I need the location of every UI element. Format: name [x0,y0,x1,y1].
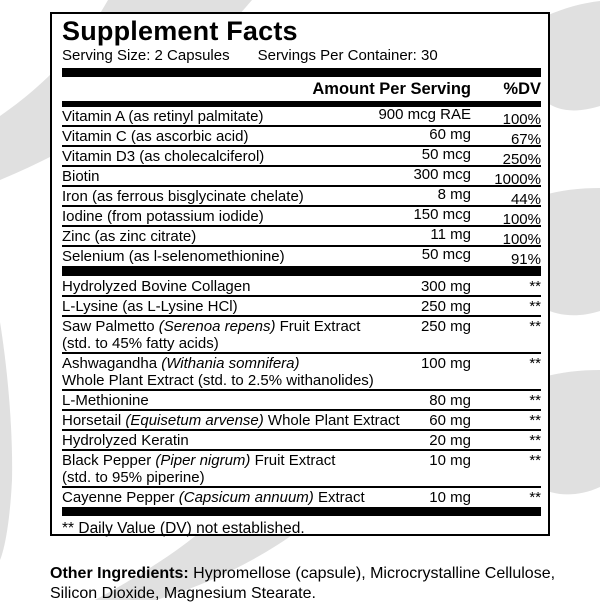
ingredient-name: Biotin [62,168,100,185]
divider-thick-top [62,68,541,77]
ingredient-dv: ** [529,298,541,315]
ingredient-amount: 60 mg [429,126,471,143]
ingredient-dv: 100% [502,111,541,128]
ingredient-amount: 11 mg [430,226,471,243]
facts-section-1: Vitamin A (as retinyl palmitate) 900 mcg … [62,106,541,268]
ingredient-amount: 50 mcg [421,146,471,163]
ingredient-row: Vitamin D3 (as cholecalciferol) 50 mcg 250… [62,146,541,168]
ingredient-dv: 250% [502,151,541,168]
ingredient-row: L-Lysine (as L-Lysine HCl) 250 mg ** [62,297,541,317]
ingredient-name: Vitamin A (as retinyl palmitate) [62,108,264,125]
ingredient-row: Saw Palmetto (Serenoa repens) Fruit Extr… [62,317,541,354]
ingredient-name: Selenium (as l-selenomethionine) [62,248,285,265]
serving-info: Serving Size: 2 Capsules Servings Per Co… [62,46,541,65]
ingredient-row: Cayenne Pepper (Capsicum annuum) Extract… [62,488,541,506]
ingredient-dv: ** [529,392,541,409]
ingredient-name: Saw Palmetto (Serenoa repens) Fruit Extr… [62,318,361,335]
column-headers: Amount Per Serving %DV [62,77,541,101]
ingredient-amount: 20 mg [429,432,471,449]
ingredient-amount: 8 mg [437,186,471,203]
ingredient-row: Iron (as ferrous bisglycinate chelate) 8 … [62,186,541,208]
ingredient-dv: ** [529,412,541,429]
ingredient-dv: ** [529,432,541,449]
divider-thick-bottom [62,507,541,516]
ingredient-amount: 50 mcg [421,246,471,263]
panel-title: Supplement Facts [62,16,298,46]
ingredient-dv: ** [529,278,541,295]
amount-column-header: Amount Per Serving [312,80,471,98]
ingredient-row: Vitamin A (as retinyl palmitate) 900 mcg … [62,106,541,128]
ingredient-name: Ashwagandha (Withania somnifera) [62,355,300,372]
ingredient-name: Cayenne Pepper (Capsicum annuum) Extract [62,489,365,506]
ingredient-dv: ** [529,452,541,469]
ingredient-dv: 1000% [494,171,541,188]
ingredient-amount: 300 mcg [413,166,471,183]
ingredient-dv: ** [529,489,541,506]
servings-per-container: Servings Per Container: 30 [257,47,438,64]
ingredient-name: Zinc (as zinc citrate) [62,228,197,245]
divider-thick-under-header [62,101,541,107]
ingredient-row: Zinc (as zinc citrate) 11 mg 100% [62,226,541,248]
facts-section-2: Hydrolyzed Bovine Collagen 300 mg ** L-Lysi… [62,277,541,506]
ingredient-name: L-Lysine (as L-Lysine HCl) [62,298,238,315]
ingredient-dv: 91% [510,251,541,268]
ingredient-amount: 150 mcg [413,206,471,223]
other-ingredients-text: Hypromellose (capsule), Microcrystalline… [50,565,556,602]
ingredient-dv: 44% [510,191,541,208]
ingredient-row: L-Methionine 80 mg ** [62,391,541,411]
other-ingredients: Other Ingredients: Hypromellose (capsule… [50,564,565,603]
ingredient-amount: 10 mg [429,452,471,469]
ingredient-row: Iodine (from potassium iodide) 150 mcg 100… [62,206,541,228]
ingredient-amount: 900 mcg RAE [378,106,471,123]
ingredient-amount: 60 mg [429,412,471,429]
ingredient-row: Horsetail (Equisetum arvense) Whole Plan… [62,411,541,431]
ingredient-dv: ** [529,355,541,372]
ingredient-row: Hydrolyzed Keratin 20 mg ** [62,431,541,451]
ingredient-dv: 100% [502,211,541,228]
ingredient-row: Biotin 300 mcg 1000% [62,166,541,188]
ingredient-name: Vitamin C (as ascorbic acid) [62,128,249,145]
ingredient-amount: 300 mg [420,278,471,295]
ingredient-name-line2: (std. to 95% piperine) [62,469,205,486]
ingredient-amount: 10 mg [429,489,471,506]
ingredient-name: Iron (as ferrous bisglycinate chelate) [62,188,304,205]
ingredient-name: Vitamin D3 (as cholecalciferol) [62,148,265,165]
dv-column-header: %DV [503,80,541,98]
ingredient-row: Ashwagandha (Withania somnifera) 100 mg **… [62,354,541,391]
serving-size: Serving Size: 2 Capsules [62,47,230,64]
ingredient-dv: ** [529,318,541,335]
divider-thick-mid [62,266,541,276]
ingredient-row: Hydrolyzed Bovine Collagen 300 mg ** [62,277,541,297]
ingredient-name: L-Methionine [62,392,149,409]
ingredient-dv: 67% [510,131,541,148]
ingredient-name-line2: Whole Plant Extract (std. to 2.5% withan… [62,372,374,389]
ingredient-name: Black Pepper (Piper nigrum) Fruit Extrac… [62,452,336,469]
ingredient-amount: 250 mg [420,318,471,335]
other-ingredients-label: Other Ingredients: [50,565,189,582]
ingredient-row: Vitamin C (as ascorbic acid) 60 mg 67% [62,126,541,148]
ingredient-name: Horsetail (Equisetum arvense) Whole Plan… [62,412,400,429]
ingredient-amount: 250 mg [420,298,471,315]
ingredient-row: Selenium (as l-selenomethionine) 50 mcg 91… [62,246,541,268]
facts-rows: Vitamin A (as retinyl palmitate) 900 mcg … [62,106,541,506]
ingredient-name: Iodine (from potassium iodide) [62,208,264,225]
ingredient-name: Hydrolyzed Keratin [62,432,189,449]
ingredient-amount: 100 mg [420,355,471,372]
ingredient-row: Black Pepper (Piper nigrum) Fruit Extrac… [62,451,541,488]
ingredient-amount: 80 mg [429,392,471,409]
ingredient-name: Hydrolyzed Bovine Collagen [62,278,251,295]
ingredient-dv: 100% [502,231,541,248]
supplement-facts-panel: Supplement Facts Serving Size: 2 Capsule… [50,12,550,537]
dv-footnote: ** Daily Value (DV) not established. [62,520,305,537]
ingredient-name-line2: (std. to 45% fatty acids) [62,335,219,352]
